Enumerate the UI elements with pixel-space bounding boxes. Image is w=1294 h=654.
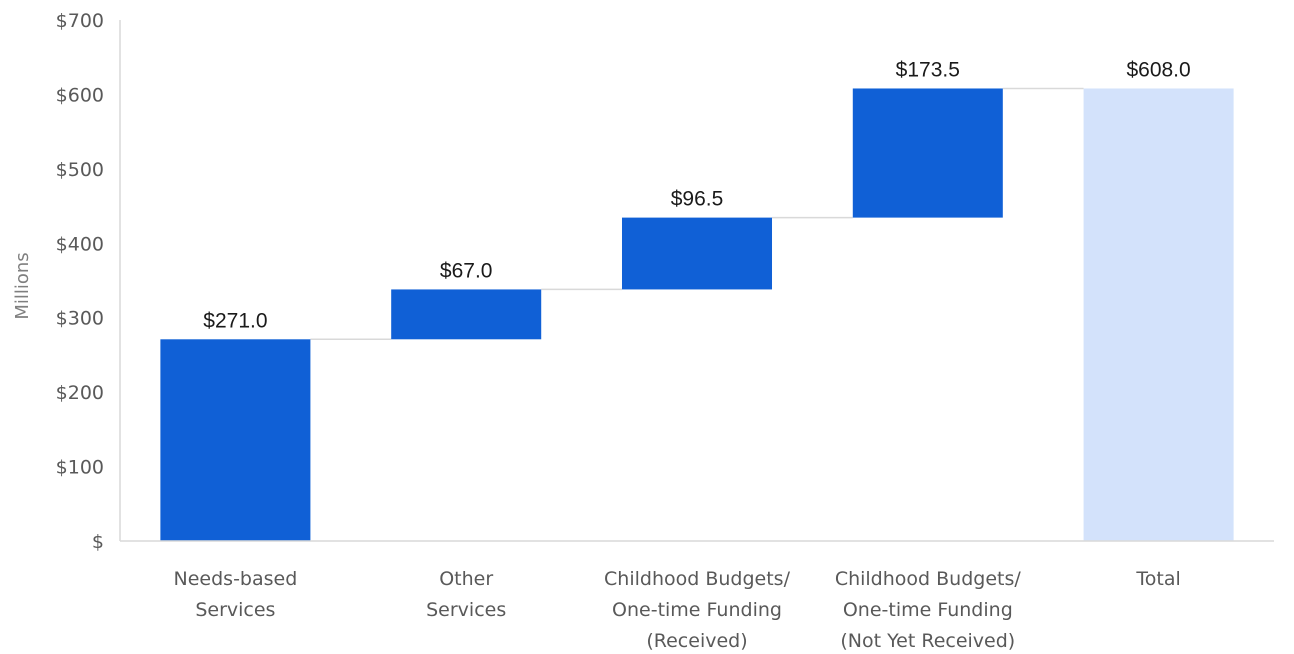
bars [160,88,1234,541]
bar-increment [852,88,1003,218]
x-category-label: Services [195,599,275,621]
x-axis: Needs-based Services Other Services Childhoo… [120,540,1274,652]
y-tick-label: $300 [56,308,104,330]
x-category-label: (Not Yet Received) [840,630,1015,652]
y-tick-label: $700 [56,10,104,32]
x-category-label: Other [439,568,493,590]
y-axis-title: Millions [12,252,33,319]
y-tick-label: $200 [56,382,104,404]
data-labels: $271.0 $67.0 $96.5 $173.5 $608.0 [203,58,1190,332]
y-tick-label: $100 [56,457,104,479]
x-category-label: Childhood Budgets/ [604,568,791,590]
data-label: $608.0 [1126,58,1190,81]
data-label: $271.0 [203,309,267,332]
data-label: $96.5 [671,188,724,211]
bar-increment [621,217,773,290]
data-label: $67.0 [440,259,493,282]
bar-total [1083,88,1234,541]
data-label: $173.5 [896,58,960,81]
x-category-label: Childhood Budgets/ [835,568,1022,590]
x-category-label: One-time Funding [843,599,1013,621]
connector-lines [310,87,1084,341]
x-category-label: One-time Funding [612,599,782,621]
bar-increment [391,289,542,340]
y-tick-label: $500 [56,159,104,181]
x-category-label: Needs-based [174,568,298,590]
x-category-label: Total [1135,568,1180,590]
x-category-label: (Received) [646,630,747,652]
x-category-label: Services [426,599,506,621]
y-axis: $ $100 $200 $300 $400 $500 $600 $700 [56,10,121,553]
y-tick-label: $400 [56,233,104,255]
bar-increment [160,339,311,541]
y-tick-label: $ [92,531,104,553]
y-tick-label: $600 [56,84,104,106]
